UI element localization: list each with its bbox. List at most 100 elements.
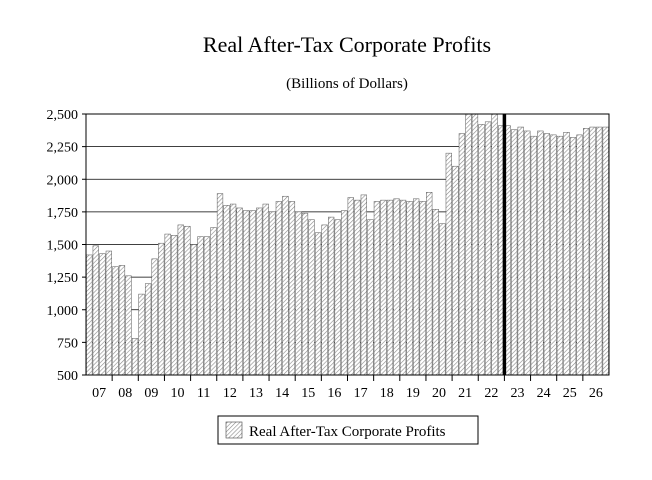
bar bbox=[478, 124, 485, 376]
bar bbox=[413, 198, 420, 376]
bar bbox=[569, 137, 577, 376]
bar bbox=[465, 113, 472, 376]
bar bbox=[367, 219, 374, 376]
bar-series bbox=[86, 113, 609, 376]
bar bbox=[543, 133, 551, 376]
bar bbox=[563, 132, 570, 376]
bar bbox=[112, 266, 119, 376]
bar bbox=[347, 197, 354, 376]
legend-swatch bbox=[225, 421, 243, 439]
bar bbox=[458, 133, 466, 376]
x-tick-label: 24 bbox=[537, 386, 551, 401]
bar bbox=[602, 126, 609, 376]
bar bbox=[269, 211, 276, 376]
bar bbox=[288, 201, 296, 376]
bar bbox=[354, 199, 361, 376]
y-tick-label: 2,250 bbox=[47, 141, 79, 156]
y-tick-label: 1,500 bbox=[47, 239, 79, 254]
gridlines bbox=[86, 146, 609, 343]
x-axis-ticks: 07 08 09 10 11 12 13 14 15 16 17 18 19 20 21 22 23 24 25 26 bbox=[92, 375, 603, 401]
x-tick-label: 25 bbox=[563, 386, 577, 401]
bar bbox=[432, 209, 439, 376]
bar bbox=[144, 283, 152, 376]
x-tick-label: 17 bbox=[354, 386, 368, 401]
bar bbox=[386, 199, 394, 376]
bar bbox=[92, 245, 99, 376]
y-tick-label: 500 bbox=[57, 369, 78, 384]
legend-box bbox=[217, 415, 479, 445]
bar bbox=[321, 224, 328, 376]
bar bbox=[243, 210, 250, 376]
bar bbox=[125, 275, 132, 376]
bar bbox=[556, 135, 564, 376]
x-tick-label: 21 bbox=[458, 386, 472, 401]
bar bbox=[301, 212, 309, 376]
x-tick-label: 09 bbox=[144, 386, 158, 401]
bar bbox=[118, 265, 126, 376]
bar bbox=[537, 130, 544, 376]
bar bbox=[190, 244, 197, 376]
bar bbox=[216, 193, 224, 376]
y-tick-label: 2,000 bbox=[47, 173, 79, 188]
x-tick-label: 11 bbox=[197, 386, 210, 401]
bar bbox=[439, 223, 446, 376]
legend: Real After-Tax Corporate Profits bbox=[217, 415, 479, 445]
bar bbox=[223, 205, 230, 376]
bar bbox=[229, 203, 237, 376]
x-tick-label: 15 bbox=[301, 386, 315, 401]
legend-label: Real After-Tax Corporate Profits bbox=[249, 424, 446, 440]
chart-title: Real After-Tax Corporate Profits bbox=[203, 32, 491, 57]
bar bbox=[236, 207, 243, 376]
bar bbox=[210, 227, 217, 376]
y-tick-label: 1,750 bbox=[47, 206, 79, 221]
bar bbox=[314, 232, 322, 376]
x-tick-label: 26 bbox=[589, 386, 603, 401]
bar bbox=[583, 128, 590, 376]
chart-subtitle: (Billions of Dollars) bbox=[286, 76, 408, 92]
bar bbox=[471, 113, 479, 376]
bar bbox=[131, 338, 139, 376]
bar bbox=[419, 201, 426, 376]
x-tick-label: 14 bbox=[275, 386, 289, 401]
bar bbox=[177, 224, 184, 376]
bar bbox=[426, 192, 433, 376]
y-tick-label: 750 bbox=[57, 336, 78, 351]
bar bbox=[138, 293, 145, 376]
bar bbox=[524, 130, 531, 376]
x-tick-label: 23 bbox=[510, 386, 524, 401]
bar bbox=[295, 211, 302, 376]
bar bbox=[256, 207, 263, 376]
bar bbox=[452, 165, 459, 376]
bar bbox=[596, 126, 603, 376]
bar bbox=[151, 258, 158, 376]
bar bbox=[99, 253, 106, 376]
x-tick-label: 08 bbox=[118, 386, 132, 401]
y-tick-label: 1,000 bbox=[47, 304, 79, 319]
y-tick-label: 2,500 bbox=[47, 108, 79, 123]
bar bbox=[158, 242, 165, 376]
bar bbox=[373, 201, 381, 376]
bar bbox=[550, 134, 557, 376]
bar bbox=[197, 236, 204, 376]
bar bbox=[445, 152, 452, 376]
bar bbox=[282, 195, 289, 376]
x-tick-label: 07 bbox=[92, 386, 106, 401]
x-tick-label: 13 bbox=[249, 386, 263, 401]
bar bbox=[341, 210, 348, 376]
bar bbox=[589, 126, 596, 376]
bar bbox=[511, 129, 518, 376]
bar bbox=[164, 233, 171, 376]
bar bbox=[275, 201, 282, 376]
bar bbox=[171, 235, 178, 376]
x-tick-label: 10 bbox=[171, 386, 185, 401]
bar bbox=[184, 225, 191, 376]
bar bbox=[105, 250, 112, 376]
bar bbox=[360, 194, 367, 376]
x-tick-label: 19 bbox=[406, 386, 420, 401]
bar bbox=[517, 126, 524, 376]
y-axis-ticks: 500 750 1,000 1,250 1,500 1,750 2,000 2,250 2,50… bbox=[47, 108, 86, 384]
x-tick-label: 12 bbox=[223, 386, 237, 401]
bar bbox=[491, 113, 498, 376]
